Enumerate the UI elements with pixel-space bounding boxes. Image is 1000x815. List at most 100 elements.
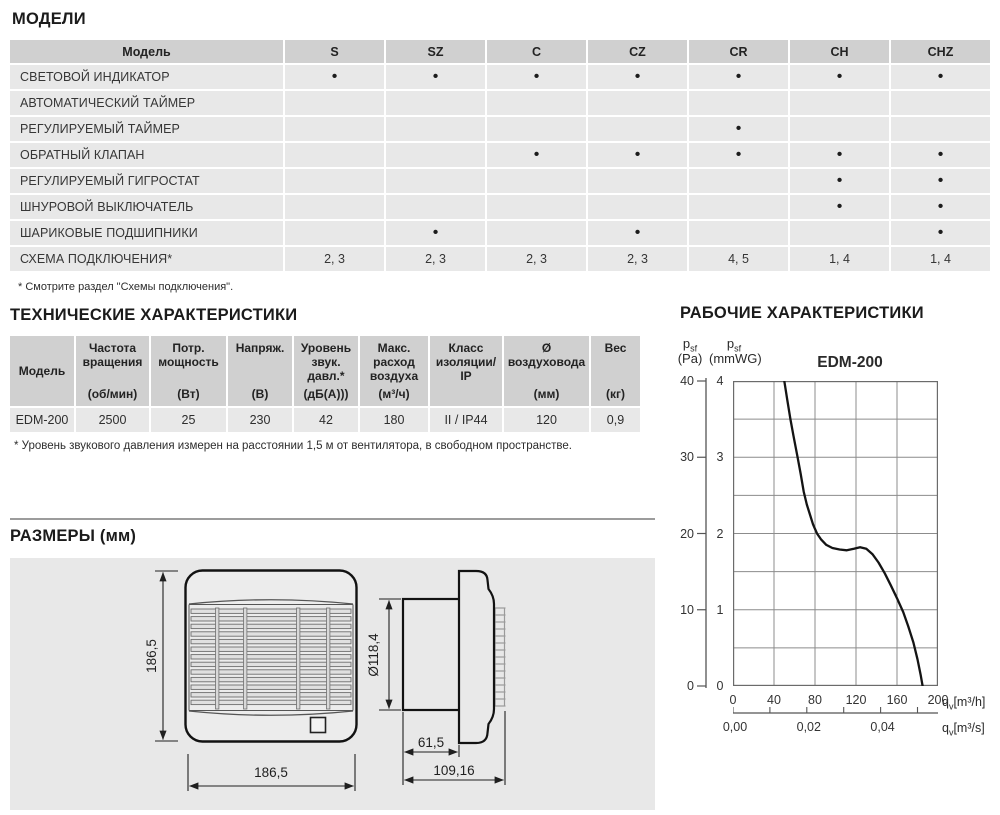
duct-tube [401, 597, 462, 712]
pa-tick-label: 0 [687, 679, 694, 693]
column-header-S: S [285, 40, 384, 63]
side-view-drawing: Ø118,4 61,5 109,16 [366, 569, 506, 785]
tech-header-cell: Вес (кг) [591, 336, 640, 406]
feature-row-label: ОБРАТНЫЙ КЛАПАН [10, 143, 283, 167]
x-tick-label: 200 [927, 693, 949, 707]
y-axis-pa-line [697, 378, 707, 688]
tech-header-cell: Модель [10, 336, 74, 406]
tech-header-cell: Уровень звук. давл.* (дБ(А))) [294, 336, 358, 406]
performance-section-title: РАБОЧИЕ ХАРАКТЕРИСТИКИ [680, 304, 924, 322]
mmwg-tick-label: 0 [716, 679, 724, 693]
feature-cell [386, 143, 485, 167]
diameter-dimension [379, 598, 401, 711]
tech-header-unit: (м³/ч) [378, 386, 410, 401]
feature-cell [386, 195, 485, 219]
tech-header-cell: Напряж. (В) [228, 336, 292, 406]
column-header-CR: CR [689, 40, 788, 63]
front-width-dimension [187, 754, 356, 791]
pa-tick-label: 10 [680, 602, 694, 617]
feature-cell [285, 195, 384, 219]
tech-spec-table: Модель Частота вращения (об/мин) Потр. мощн… [10, 336, 640, 432]
diameter-label: Ø118,4 [366, 633, 381, 677]
feature-cell [588, 91, 687, 115]
feature-cell [588, 195, 687, 219]
column-header-model: Модель [10, 40, 283, 63]
x-tick-label: 120 [845, 693, 867, 707]
mmwg-tick-label: 3 [716, 450, 724, 465]
feature-cell [588, 169, 687, 193]
feature-cell [487, 195, 586, 219]
tech-header-unit: (Вт) [177, 386, 200, 401]
feature-dot: • [588, 221, 687, 245]
column-header-CH: CH [790, 40, 889, 63]
feature-cell [487, 169, 586, 193]
feature-row-label: ШАРИКОВЫЕ ПОДШИПНИКИ [10, 221, 283, 245]
x-axis-unit-label: qv[m³/h] [942, 695, 986, 712]
models-feature-table: Модель S SZ C CZ CR CH CHZ СВЕТОВОЙ ИНДИКАТОР • • •… [10, 40, 990, 271]
tech-header-cell: Частота вращения (об/мин) [76, 336, 149, 406]
feature-dot: • [487, 65, 586, 89]
feature-dot: • [487, 143, 586, 167]
dimensions-section-title: РАЗМЕРЫ (мм) [10, 527, 137, 545]
feature-dot: • [790, 169, 889, 193]
tech-header-cell: Макс. расход воздуха (м³/ч) [360, 336, 428, 406]
feature-dot: • [891, 65, 990, 89]
tech-value-cell: 180 [360, 408, 428, 432]
column-header-CHZ: CHZ [891, 40, 990, 63]
feature-cell [487, 91, 586, 115]
feature-cell [689, 91, 788, 115]
feature-dot: • [790, 65, 889, 89]
x2-tick-label: 0,02 [796, 720, 821, 734]
feature-cell [790, 221, 889, 245]
total-depth-dimension [404, 711, 506, 785]
tech-value-cell: 0,9 [591, 408, 640, 432]
feature-cell [689, 221, 788, 245]
dimensions-drawing: 186,5 186,5 Ø118,4 61,5 [144, 569, 506, 791]
tech-value-cell: 230 [228, 408, 292, 432]
feature-cell: 2, 3 [487, 247, 586, 271]
feature-cell: 4, 5 [689, 247, 788, 271]
feature-cell [790, 91, 889, 115]
pa-tick-label: 30 [680, 450, 694, 465]
x-tick-label: 40 [767, 693, 781, 707]
models-section-title: МОДЕЛИ [12, 10, 86, 28]
mmwg-tick-label: 1 [716, 602, 724, 617]
y-axis-pa-label: psf (Pa) [677, 336, 703, 366]
tech-header-name: Уровень звук. давл.* [300, 341, 352, 384]
tech-header-unit: (кг) [606, 386, 625, 401]
column-header-C: C [487, 40, 586, 63]
duct-depth-dimension [402, 712, 460, 785]
pa-tick-label: 40 [680, 374, 694, 388]
feature-dot: • [689, 143, 788, 167]
tech-value-cell: II / IP44 [430, 408, 502, 432]
feature-dot: • [891, 143, 990, 167]
tech-section-title: ТЕХНИЧЕСКИЕ ХАРАКТЕРИСТИКИ [10, 306, 298, 324]
feature-cell [285, 117, 384, 141]
feature-cell [689, 169, 788, 193]
fan-body-plate [457, 569, 496, 745]
feature-cell [790, 117, 889, 141]
feature-dot: • [891, 169, 990, 193]
tech-header-cell: Класс изоляции/ IP [430, 336, 502, 406]
feature-cell [487, 117, 586, 141]
front-width-label: 186,5 [254, 765, 288, 780]
feature-cell [285, 169, 384, 193]
feature-dot: • [891, 221, 990, 245]
feature-cell [285, 91, 384, 115]
side-grille-fins [494, 607, 506, 707]
duct-depth-label: 61,5 [418, 735, 444, 750]
tech-model-cell: EDM-200 [10, 408, 74, 432]
feature-dot: • [790, 195, 889, 219]
feature-row-label: ШНУРОВОЙ ВЫКЛЮЧАТЕЛЬ [10, 195, 283, 219]
feature-cell [689, 195, 788, 219]
y-axis-mmwg-label: psf (mmWG) [709, 336, 762, 366]
feature-cell: 2, 3 [588, 247, 687, 271]
tech-value-cell: 120 [504, 408, 589, 432]
fan-performance-curve [783, 381, 924, 686]
feature-cell [891, 91, 990, 115]
front-grille [188, 599, 354, 716]
feature-dot: • [891, 195, 990, 219]
feature-cell [285, 221, 384, 245]
feature-dot: • [790, 143, 889, 167]
